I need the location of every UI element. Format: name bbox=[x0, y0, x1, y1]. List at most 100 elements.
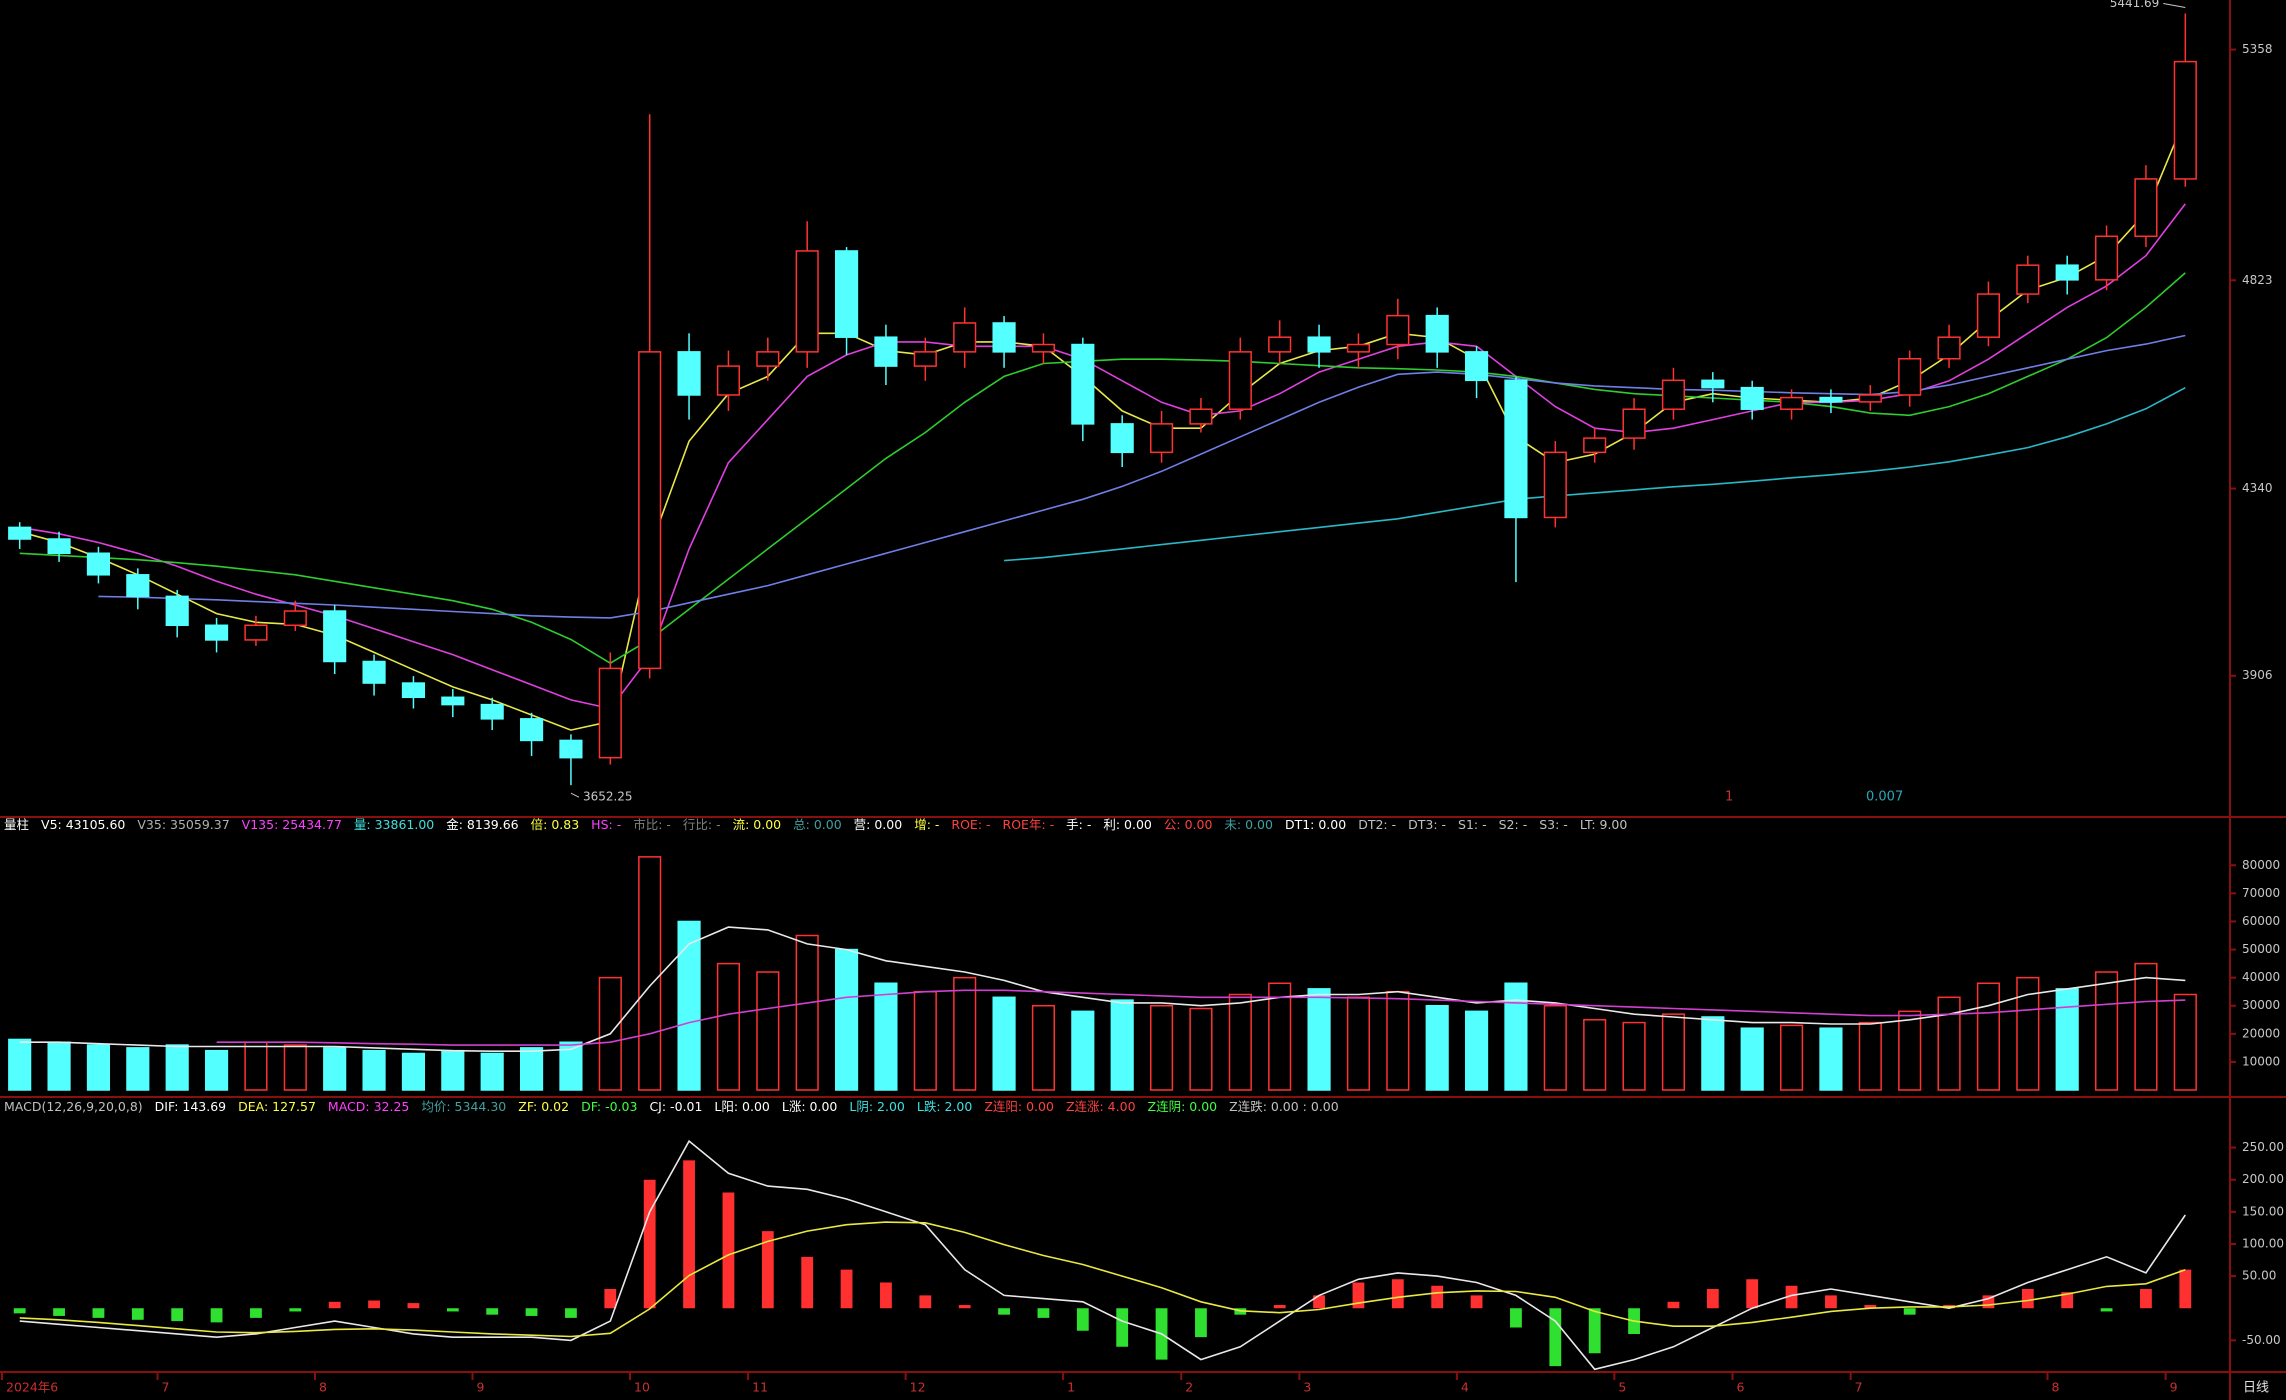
candle-body bbox=[1543, 451, 1567, 519]
candle-body bbox=[1583, 437, 1607, 454]
x-tick-label: 3 bbox=[1303, 1380, 1311, 1395]
annotation: 3652.25 bbox=[583, 790, 633, 804]
candle-body bbox=[441, 696, 465, 706]
indicator-value: V135: 25434.77 bbox=[242, 817, 342, 832]
note: 1 bbox=[1725, 790, 1733, 805]
volume-bar bbox=[401, 1052, 426, 1091]
volume-bar bbox=[1661, 1013, 1686, 1091]
x-tick-label: 9 bbox=[477, 1380, 485, 1395]
candle-body bbox=[1701, 379, 1725, 389]
volume-bar bbox=[992, 996, 1016, 1091]
volume-bar bbox=[1898, 1010, 1922, 1091]
dea-line bbox=[19, 1221, 2186, 1338]
candle-body bbox=[1740, 386, 1764, 410]
volume-bar bbox=[638, 856, 662, 1091]
volume-bar bbox=[1268, 982, 1292, 1091]
volume-bar bbox=[283, 1044, 307, 1091]
indicator-value: DIF: 143.69 bbox=[155, 1099, 227, 1114]
candle-body bbox=[1425, 314, 1449, 353]
indicator-value: DT1: 0.00 bbox=[1285, 817, 1346, 832]
volume-bar bbox=[1346, 996, 1371, 1091]
y-tick-label: 250.00 bbox=[2242, 1140, 2284, 1154]
indicator-header: 量柱 V5: 43105.60 V35: 35059.37 V135: 25434.7… bbox=[4, 817, 1627, 832]
indicator-value: ROE年: - bbox=[1003, 817, 1055, 832]
volume-bar bbox=[1149, 1004, 1174, 1091]
volume-bar bbox=[1228, 993, 1252, 1091]
indicator-value: 未: 0.00 bbox=[1224, 817, 1273, 832]
candle-body bbox=[1228, 351, 1252, 410]
indicator-value: 行比: - bbox=[683, 817, 721, 832]
candle-body bbox=[165, 595, 189, 627]
candle-body bbox=[47, 538, 71, 555]
indicator-value: Z连涨: 4.00 bbox=[1066, 1099, 1136, 1114]
candle-body bbox=[362, 660, 386, 684]
candle-body bbox=[1346, 343, 1371, 353]
indicator-value: S3: - bbox=[1539, 817, 1568, 832]
volume-bar bbox=[716, 962, 741, 1091]
candle-body bbox=[913, 351, 937, 367]
candle-body bbox=[598, 667, 622, 759]
volume-bar bbox=[677, 920, 701, 1091]
x-tick-label: 2024年6 bbox=[6, 1380, 58, 1395]
annotation-leader bbox=[570, 792, 580, 798]
volume-bar bbox=[8, 1038, 32, 1091]
candle-body bbox=[1622, 408, 1646, 439]
dif-line bbox=[19, 1139, 2186, 1371]
indicator-value: Z连跌: 0.00 : 0.00 bbox=[1229, 1099, 1339, 1114]
candle-body bbox=[1464, 351, 1489, 382]
volume-bar bbox=[86, 1044, 111, 1091]
volume-bar bbox=[1543, 1004, 1567, 1091]
indicator-header: MACD(12,26,9,20,0,8) DIF: 143.69 DEA: 127.… bbox=[4, 1099, 1339, 1114]
indicator-value: L阳: 0.00 bbox=[714, 1099, 770, 1114]
x-tick-label: 2 bbox=[1185, 1380, 1193, 1395]
indicator-value: 量: 33861.00 bbox=[354, 817, 434, 832]
y-tick-label: 200.00 bbox=[2242, 1172, 2284, 1186]
x-tick-label: 6 bbox=[1737, 1380, 1745, 1395]
candle-body bbox=[2016, 264, 2040, 295]
candle-body bbox=[86, 552, 111, 576]
volume-bar bbox=[795, 934, 819, 1091]
candle-body bbox=[1504, 379, 1528, 519]
volume-bar bbox=[1425, 1004, 1449, 1091]
x-tick-label: 10 bbox=[634, 1380, 650, 1395]
y-tick-label: 30000 bbox=[2242, 998, 2280, 1012]
indicator-value: 公: 0.00 bbox=[1164, 817, 1213, 832]
volume-bar bbox=[1071, 1010, 1095, 1091]
candle-body bbox=[992, 322, 1016, 353]
volume-bar bbox=[1464, 1010, 1489, 1091]
indicator-value: 流: 0.00 bbox=[733, 817, 782, 832]
y-tick-label: 50000 bbox=[2242, 942, 2280, 956]
candle-body bbox=[204, 624, 229, 641]
volume-bar bbox=[2094, 971, 2119, 1091]
candle-body bbox=[756, 351, 780, 367]
candle-body bbox=[1110, 423, 1134, 454]
y-tick-label: 10000 bbox=[2242, 1054, 2280, 1068]
indicator-value: CJ: -0.01 bbox=[649, 1099, 702, 1114]
candle-body bbox=[2173, 60, 2197, 180]
volume-bar bbox=[559, 1041, 583, 1091]
volume-bar bbox=[1386, 990, 1410, 1091]
candle-body bbox=[1661, 379, 1686, 410]
x-tick-label: 1 bbox=[1067, 1380, 1075, 1395]
y-tick-label: 70000 bbox=[2242, 886, 2280, 900]
volume-bar bbox=[1189, 1007, 1213, 1091]
indicator-value: V35: 35059.37 bbox=[137, 817, 229, 832]
volume-bar bbox=[2055, 988, 2079, 1091]
candle-body bbox=[1898, 358, 1922, 396]
volume-bar bbox=[1858, 1021, 1882, 1091]
candle-body bbox=[1819, 396, 1843, 403]
volume-bar bbox=[1819, 1027, 1843, 1091]
volume-bar bbox=[1031, 1004, 1056, 1091]
candle-body bbox=[1268, 336, 1292, 353]
x-tick-label: 11 bbox=[752, 1380, 768, 1395]
candle-body bbox=[638, 351, 662, 670]
x-tick-label: 9 bbox=[2170, 1380, 2178, 1395]
indicator-value: S1: - bbox=[1458, 817, 1487, 832]
x-tick-label: 8 bbox=[2052, 1380, 2060, 1395]
y-tick-label: 20000 bbox=[2242, 1026, 2280, 1040]
volume-bar bbox=[519, 1047, 544, 1091]
period-label[interactable]: 日线 bbox=[2243, 1381, 2269, 1396]
indicator-value: Z连阳: 0.00 bbox=[984, 1099, 1054, 1114]
volume-bar bbox=[1622, 1021, 1646, 1091]
